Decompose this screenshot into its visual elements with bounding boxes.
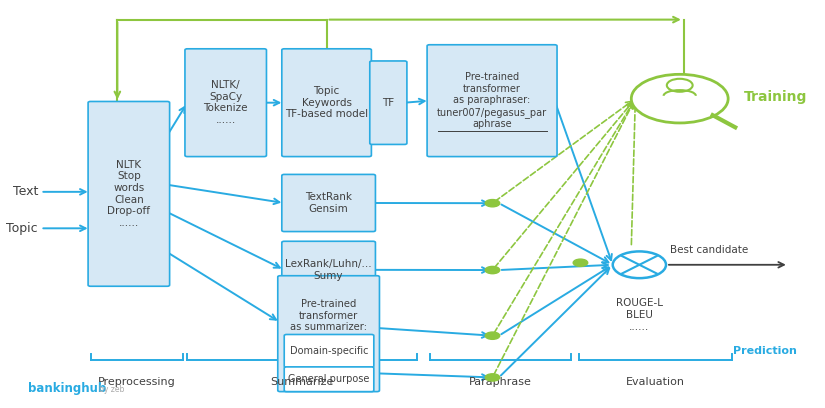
Text: Training: Training [744, 90, 808, 104]
Circle shape [613, 251, 666, 278]
Text: Evaluation: Evaluation [626, 377, 685, 387]
Circle shape [485, 200, 500, 207]
Text: Preprocessing: Preprocessing [98, 377, 176, 387]
Text: Domain-specific: Domain-specific [290, 346, 368, 356]
Text: NLTK/
SpaCy
Tokenize
......: NLTK/ SpaCy Tokenize ...... [204, 80, 248, 125]
Text: Best candidate: Best candidate [670, 245, 748, 255]
FancyBboxPatch shape [278, 276, 380, 392]
Circle shape [485, 266, 500, 274]
Circle shape [573, 259, 587, 266]
FancyBboxPatch shape [282, 241, 375, 298]
Text: Paraphrase: Paraphrase [469, 377, 531, 387]
Text: Text: Text [12, 185, 38, 198]
Text: bankinghub: bankinghub [28, 382, 106, 395]
Text: by zeb: by zeb [98, 385, 124, 394]
FancyBboxPatch shape [285, 367, 374, 392]
FancyBboxPatch shape [185, 49, 266, 157]
FancyBboxPatch shape [370, 61, 407, 144]
Text: ROUGE-L
BLEU
......: ROUGE-L BLEU ...... [616, 298, 662, 332]
Text: General purpose: General purpose [288, 374, 370, 384]
Text: Topic
Keywords
TF-based model: Topic Keywords TF-based model [285, 86, 368, 119]
Circle shape [631, 74, 728, 123]
FancyBboxPatch shape [88, 102, 170, 286]
Text: Prediction: Prediction [733, 346, 797, 356]
Text: Pre-trained
transformer
as summarizer:: Pre-trained transformer as summarizer: [290, 299, 367, 333]
FancyBboxPatch shape [282, 49, 371, 157]
FancyBboxPatch shape [427, 45, 557, 157]
Circle shape [667, 79, 693, 92]
Text: Pre-trained
transformer
as paraphraser:
tuner007/pegasus_par
aphrase: Pre-trained transformer as paraphraser: … [437, 72, 547, 129]
Text: LexRank/Luhn/...
Sumy: LexRank/Luhn/... Sumy [285, 259, 372, 281]
Text: Summarize: Summarize [271, 377, 334, 387]
Circle shape [485, 374, 500, 381]
FancyBboxPatch shape [285, 335, 374, 367]
Text: NLTK
Stop
words
Clean
Drop-off
......: NLTK Stop words Clean Drop-off ...... [107, 160, 150, 228]
Circle shape [485, 332, 500, 339]
Text: TextRank
Gensim: TextRank Gensim [305, 192, 352, 214]
FancyBboxPatch shape [282, 174, 375, 232]
Text: TF: TF [382, 98, 394, 108]
Text: Topic: Topic [7, 222, 38, 235]
